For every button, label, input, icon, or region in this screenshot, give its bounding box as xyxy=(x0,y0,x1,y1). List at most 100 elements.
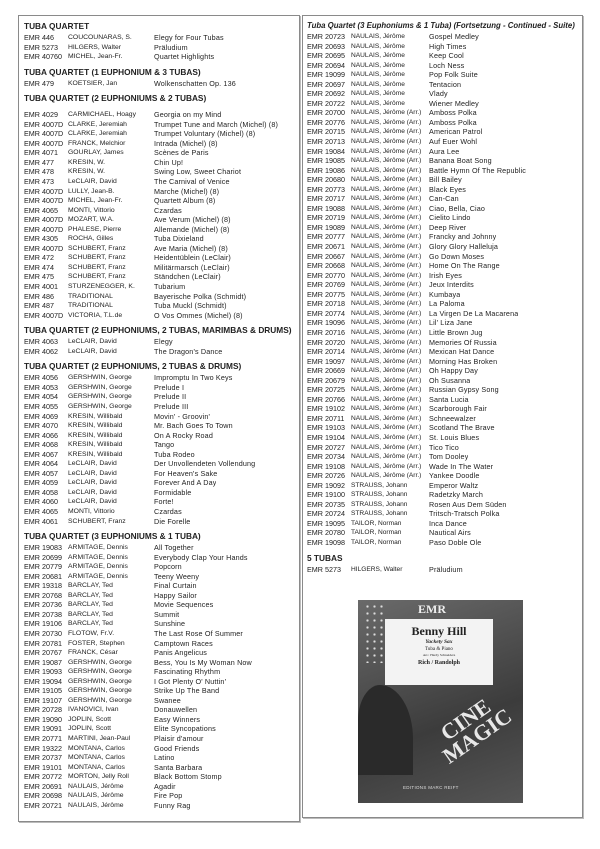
catalog-number: EMR 20714 xyxy=(307,347,345,357)
catalog-number: EMR 4065 xyxy=(24,506,58,516)
catalog-number: EMR 477 xyxy=(24,157,54,167)
catalog-entry: EMR 19098 TAILOR, Norman Paso Doble Ole xyxy=(307,538,582,548)
catalog-entry: EMR 19094 GERSHWIN, George I Got Plenty O'… xyxy=(24,677,299,687)
composer: LeCLAIR, David xyxy=(68,460,117,468)
composer: ARMITAGE, Dennis xyxy=(68,544,128,552)
catalog-entry: EMR 19086 NAULAIS, Jérôme (Arr.) Battle Hy… xyxy=(307,166,582,176)
catalog-number: EMR 19103 xyxy=(307,423,345,433)
catalog-number: EMR 19099 xyxy=(307,70,345,80)
catalog-entry: EMR 20774 NAULAIS, Jérôme (Arr.) La Virgen… xyxy=(307,309,582,319)
cover-subtitle: Yackety Sax xyxy=(425,639,453,645)
composer: MICHEL, Jean-Fr. xyxy=(68,53,123,61)
catalog-entry: EMR 20722 NAULAIS, Jérôme Wiener Medley xyxy=(307,99,582,109)
work-title: Gospel Medley xyxy=(429,32,479,41)
composer: NAULAIS, Jérôme (Arr.) xyxy=(351,328,422,336)
catalog-number: EMR 4007D xyxy=(24,310,64,320)
section-heading: 5 TUBAS xyxy=(307,552,343,563)
composer: NAULAIS, Jérôme (Arr.) xyxy=(351,195,422,203)
catalog-number: EMR 19098 xyxy=(307,537,345,547)
composer: NAULAIS, Jérôme (Arr.) xyxy=(351,300,422,308)
work-title: Pop Folk Suite xyxy=(429,70,478,80)
catalog-entry: EMR 4065 MONTI, Vittorio Czardas xyxy=(24,507,299,517)
work-title: Prelude II xyxy=(154,392,187,402)
catalog-number: EMR 19088 xyxy=(307,203,345,213)
catalog-entry: EMR 20767 FRANCK, César Panis Angelicus xyxy=(24,648,299,658)
work-title: Czardas xyxy=(154,205,182,215)
work-title: Präludium xyxy=(429,564,463,574)
catalog-entry: EMR 486 TRADITIONAL Bayerische Polka (Schm… xyxy=(24,292,299,302)
catalog-entry: EMR 4066 KRESIN, Willibald On A Rocky Road xyxy=(24,431,299,441)
catalog-number: EMR 19083 xyxy=(24,543,62,553)
catalog-entry: EMR 20700 NAULAIS, Jérôme (Arr.) Amboss Po… xyxy=(307,108,582,118)
work-title: Camptown Races xyxy=(154,638,213,648)
work-title: I Got Plenty O' Nuttin' xyxy=(154,676,227,686)
catalog-number: EMR 19102 xyxy=(307,404,345,414)
catalog-number: EMR 20738 xyxy=(24,609,62,619)
composer: CLARKE, Jeremiah xyxy=(68,130,127,138)
catalog-entry: EMR 20697 NAULAIS, Jérôme Tentacion xyxy=(307,80,582,90)
catalog-number: EMR 474 xyxy=(24,262,54,272)
composer: NAULAIS, Jérôme (Arr.) xyxy=(351,128,422,136)
catalog-entry: EMR 446 COUCOUNARAS, S. Elegy for Four Tub… xyxy=(24,33,299,43)
catalog-number: EMR 20777 xyxy=(307,232,345,242)
catalog-number: EMR 20669 xyxy=(307,366,345,376)
composer: IVANOVICI, Ivan xyxy=(68,706,119,714)
composer: TRADITIONAL xyxy=(68,302,113,310)
section-heading: TUBA QUARTET (2 EUPHONIUMS & 2 TUBAS) xyxy=(24,93,207,104)
composer: NAULAIS, Jérôme (Arr.) xyxy=(351,376,422,384)
work-title: Impromptu In Two Keys xyxy=(154,373,233,383)
catalog-entry: EMR 472 SCHUBERT, Franz Heidentüblein (LeC… xyxy=(24,253,299,263)
catalog-entry: EMR 479 KOETSIER, Jan Wolkenschatten Op. 1… xyxy=(24,79,299,89)
composer: MONTANA, Carlos xyxy=(68,763,125,771)
composer: JOPLIN, Scott xyxy=(68,715,112,723)
composer: FOSTER, Stephen xyxy=(68,639,125,647)
work-title: Ave Verum (Michel) (8) xyxy=(154,215,231,225)
catalog-entry: EMR 20723 NAULAIS, Jérôme Gospel Medley xyxy=(307,32,582,42)
work-title: O Vos Ommes (Michel) (8) xyxy=(154,310,243,320)
catalog-number: EMR 20734 xyxy=(307,452,345,462)
catalog-entry: EMR 20668 NAULAIS, Jérôme (Arr.) Home On T… xyxy=(307,261,582,271)
catalog-entry: EMR 19099 NAULAIS, Jérôme Pop Folk Suite xyxy=(307,70,582,80)
work-title: Home On The Range xyxy=(429,261,500,271)
composer: MONTI, Vittorio xyxy=(68,206,115,214)
composer: NAULAIS, Jérôme (Arr.) xyxy=(351,223,422,231)
composer: NAULAIS, Jérôme (Arr.) xyxy=(351,414,422,422)
catalog-number: EMR 487 xyxy=(24,301,54,311)
catalog-entry: EMR 20728 IVANOVICI, Ivan Donauwellen xyxy=(24,705,299,715)
catalog-number: EMR 4053 xyxy=(24,382,58,392)
work-title: Elegy for Four Tubas xyxy=(154,33,224,42)
composer: FRANCK, César xyxy=(68,649,118,657)
work-title: Movin' - Groovin' xyxy=(154,411,211,421)
work-title: Militärmarsch (LeClair) xyxy=(154,262,230,272)
catalog-number: EMR 20698 xyxy=(24,791,62,801)
work-title: Cielito Lindo xyxy=(429,213,471,223)
catalog-entry: EMR 4067 KRESIN, Willibald Tuba Rodeo xyxy=(24,450,299,460)
catalog-entry: EMR 4007D CLARKE, Jeremiah Trumpet Volunta… xyxy=(24,129,299,139)
composer: GERSHWIN, George xyxy=(68,374,132,382)
catalog-number: EMR 19095 xyxy=(307,518,345,528)
catalog-number: EMR 19091 xyxy=(24,724,62,734)
catalog-entry: EMR 20713 NAULAIS, Jérôme (Arr.) Auf Euer … xyxy=(307,137,582,147)
catalog-number: EMR 4056 xyxy=(24,373,58,383)
catalog-entry: EMR 20718 NAULAIS, Jérôme (Arr.) La Paloma xyxy=(307,299,582,309)
catalog-entry: EMR 20768 BARCLAY, Ted Happy Sailor xyxy=(24,591,299,601)
composer: TAILOR, Norman xyxy=(351,538,402,546)
catalog-number: EMR 20693 xyxy=(307,41,345,51)
composer: JOPLIN, Scott xyxy=(68,725,112,733)
catalog-number: EMR 20769 xyxy=(307,280,345,290)
catalog-entry: EMR 19090 JOPLIN, Scott Easy Winners xyxy=(24,715,299,725)
catalog-entry: EMR 20737 MONTANA, Carlos Latino xyxy=(24,753,299,763)
composer: TAILOR, Norman xyxy=(351,519,402,527)
composer: MONTANA, Carlos xyxy=(68,754,125,762)
work-title: Sunshine xyxy=(154,619,186,629)
work-title: Elite Syncopations xyxy=(154,724,216,734)
catalog-entry: EMR 20730 FLOTOW, Fr.V. The Last Rose Of S… xyxy=(24,629,299,639)
catalog-entry: EMR 19093 GERSHWIN, George Fascinating Rhy… xyxy=(24,667,299,677)
catalog-entry: EMR 20770 NAULAIS, Jérôme (Arr.) Irish Eye… xyxy=(307,271,582,281)
work-title: Wiener Medley xyxy=(429,98,479,108)
composer: NAULAIS, Jérôme (Arr.) xyxy=(351,147,422,155)
cover-composers: Rich / Randolph xyxy=(417,660,460,666)
work-title: Black Bottom Stomp xyxy=(154,772,222,782)
catalog-number: EMR 19086 xyxy=(307,165,345,175)
catalog-entry: EMR 4062 LeCLAIR, David The Dragon's Dance xyxy=(24,347,299,357)
